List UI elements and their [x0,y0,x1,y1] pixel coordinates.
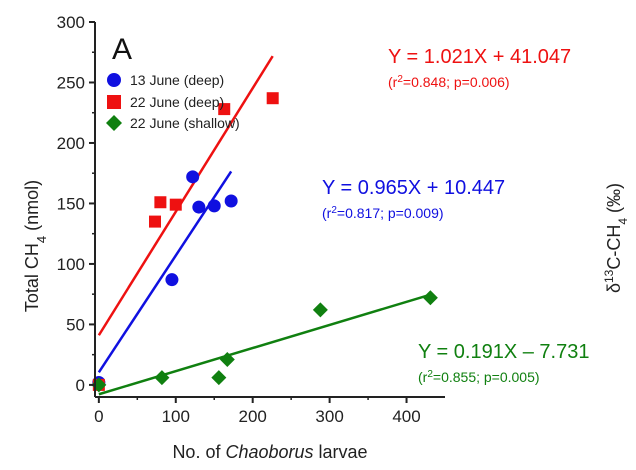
y-tick-label: 300 [57,13,85,32]
stats-green: (r2=0.855; p=0.005) [418,369,540,386]
data-point-series-1 [266,92,279,105]
legend-label-13-june-deep: 13 June (deep) [130,72,224,88]
fit-line-series-1 [97,55,274,336]
x-tick-label: 0 [94,407,103,426]
data-point-series-1 [149,215,161,228]
tick-labels: 0 50 100 150 200 250 300 0 100 200 300 400 [57,13,421,426]
fit-line-series-2 [98,293,431,396]
x-tick-label: 300 [315,407,343,426]
y-tick-label: 200 [57,134,85,153]
y-tick-label: 100 [57,255,85,274]
data-point-series-2 [211,370,227,386]
x-tick-label: 400 [392,407,420,426]
data-point-series-1 [154,196,167,209]
y-tick-label: 0 [76,376,85,395]
right-axis-title: δ13C-CH4 (‰) [602,183,630,293]
data-point-series-1 [169,198,182,211]
legend-marker-22-june-deep [107,95,121,109]
data-point-series-2 [422,290,438,306]
y-tick-label: 50 [66,315,85,334]
equation-green: Y = 0.191X – 7.731 [418,341,589,363]
data-point-series-0 [186,170,200,184]
equation-red: Y = 1.021X + 41.047 [388,46,571,68]
axes [89,21,445,403]
legend-label-22-june-shallow: 22 June (shallow) [130,115,240,131]
stats-red: (r2=0.848; p=0.006) [388,74,510,91]
data-point-series-2 [219,352,235,367]
y-axis-title: Total CH4 (nmol) [22,180,49,312]
equation-blue: Y = 0.965X + 10.447 [322,177,505,199]
x-tick-label: 200 [239,407,267,426]
data-point-series-2 [312,302,328,318]
stats-blue: (r2=0.817; p=0.009) [322,205,444,222]
data-point-series-0 [207,199,221,213]
panel-label: A [112,33,132,66]
data-points [91,92,438,393]
y-tick-label: 250 [57,73,85,92]
x-tick-label: 100 [162,407,190,426]
data-point-series-0 [192,200,206,214]
x-axis-title: No. of Chaoborus larvae [172,442,367,462]
y-tick-label: 150 [57,194,85,213]
legend-marker-13-june-deep [107,73,121,87]
legend-marker-22-june-shallow [106,115,122,131]
legend: 13 June (deep) 22 June (deep) 22 June (s… [106,72,240,131]
data-point-series-1 [218,103,231,116]
data-point-series-2 [154,370,170,386]
data-point-series-0 [224,194,238,208]
data-point-series-0 [165,273,179,287]
legend-label-22-june-deep: 22 June (deep) [130,94,224,110]
